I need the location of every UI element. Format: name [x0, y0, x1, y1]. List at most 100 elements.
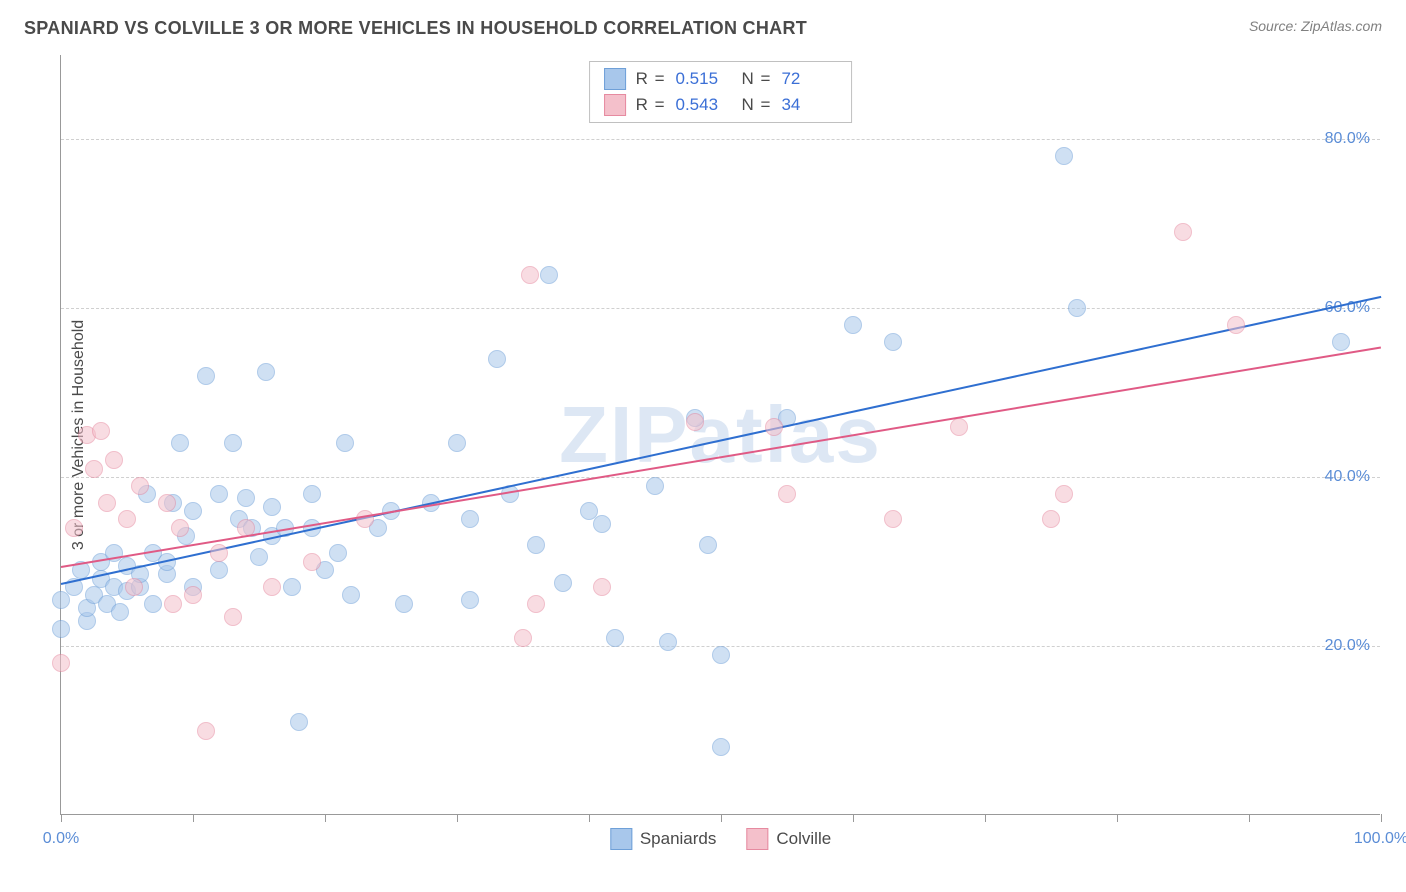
data-point: [1332, 333, 1350, 351]
source-name: ZipAtlas.com: [1301, 18, 1382, 34]
x-tick: [985, 814, 986, 822]
data-point: [884, 510, 902, 528]
data-point: [712, 738, 730, 756]
legend-swatch: [746, 828, 768, 850]
data-point: [448, 434, 466, 452]
data-point: [263, 578, 281, 596]
data-point: [250, 548, 268, 566]
data-point: [540, 266, 558, 284]
gridline: [61, 139, 1380, 140]
x-tick: [1117, 814, 1118, 822]
data-point: [52, 620, 70, 638]
data-point: [329, 544, 347, 562]
data-point: [158, 494, 176, 512]
x-tick-label: 100.0%: [1354, 830, 1406, 848]
data-point: [171, 434, 189, 452]
data-point: [111, 603, 129, 621]
trend-line: [61, 296, 1381, 585]
data-point: [184, 502, 202, 520]
x-tick: [1249, 814, 1250, 822]
data-point: [171, 519, 189, 537]
x-tick: [325, 814, 326, 822]
data-point: [237, 489, 255, 507]
data-point: [527, 595, 545, 613]
stats-legend: R = 0.515 N = 72 R = 0.543 N = 34: [589, 61, 853, 123]
data-point: [92, 422, 110, 440]
r-value: 0.543: [676, 95, 732, 115]
data-point: [1042, 510, 1060, 528]
data-point: [98, 494, 116, 512]
source-attribution: Source: ZipAtlas.com: [1249, 18, 1382, 34]
x-tick-label: 0.0%: [43, 830, 79, 848]
data-point: [699, 536, 717, 554]
series-legend: Spaniards Colville: [610, 828, 831, 850]
data-point: [303, 485, 321, 503]
data-point: [224, 608, 242, 626]
data-point: [461, 510, 479, 528]
data-point: [224, 434, 242, 452]
data-point: [712, 646, 730, 664]
stats-legend-row: R = 0.515 N = 72: [590, 66, 852, 92]
watermark: ZIPatlas: [559, 389, 882, 481]
data-point: [844, 316, 862, 334]
data-point: [197, 367, 215, 385]
data-point: [131, 477, 149, 495]
data-point: [765, 418, 783, 436]
data-point: [52, 654, 70, 672]
data-point: [336, 434, 354, 452]
data-point: [646, 477, 664, 495]
data-point: [342, 586, 360, 604]
correlation-scatter-chart: 3 or more Vehicles in Household ZIPatlas…: [60, 55, 1380, 815]
data-point: [527, 536, 545, 554]
r-label: R =: [636, 95, 666, 115]
gridline: [61, 477, 1380, 478]
gridline: [61, 308, 1380, 309]
n-label: N =: [742, 95, 772, 115]
data-point: [283, 578, 301, 596]
x-tick: [61, 814, 62, 822]
data-point: [164, 595, 182, 613]
data-point: [778, 485, 796, 503]
n-value: 34: [781, 95, 837, 115]
data-point: [303, 553, 321, 571]
data-point: [210, 544, 228, 562]
x-tick: [853, 814, 854, 822]
data-point: [521, 266, 539, 284]
data-point: [85, 460, 103, 478]
legend-label: Colville: [776, 829, 831, 849]
data-point: [884, 333, 902, 351]
data-point: [105, 451, 123, 469]
data-point: [210, 561, 228, 579]
legend-item: Colville: [746, 828, 831, 850]
data-point: [263, 498, 281, 516]
x-tick: [1381, 814, 1382, 822]
data-point: [1068, 299, 1086, 317]
data-point: [65, 519, 83, 537]
trend-line: [61, 346, 1381, 568]
data-point: [554, 574, 572, 592]
data-point: [257, 363, 275, 381]
y-tick-label: 20.0%: [1325, 637, 1370, 655]
x-tick: [457, 814, 458, 822]
chart-title: SPANIARD VS COLVILLE 3 OR MORE VEHICLES …: [24, 18, 807, 39]
data-point: [356, 510, 374, 528]
y-tick-label: 80.0%: [1325, 130, 1370, 148]
x-tick: [589, 814, 590, 822]
n-value: 72: [781, 69, 837, 89]
data-point: [1174, 223, 1192, 241]
data-point: [1055, 147, 1073, 165]
legend-swatch: [604, 94, 626, 116]
data-point: [593, 578, 611, 596]
legend-label: Spaniards: [640, 829, 717, 849]
r-value: 0.515: [676, 69, 732, 89]
data-point: [210, 485, 228, 503]
n-label: N =: [742, 69, 772, 89]
data-point: [593, 515, 611, 533]
data-point: [197, 722, 215, 740]
data-point: [488, 350, 506, 368]
x-tick: [193, 814, 194, 822]
data-point: [514, 629, 532, 647]
r-label: R =: [636, 69, 666, 89]
data-point: [1227, 316, 1245, 334]
data-point: [125, 578, 143, 596]
